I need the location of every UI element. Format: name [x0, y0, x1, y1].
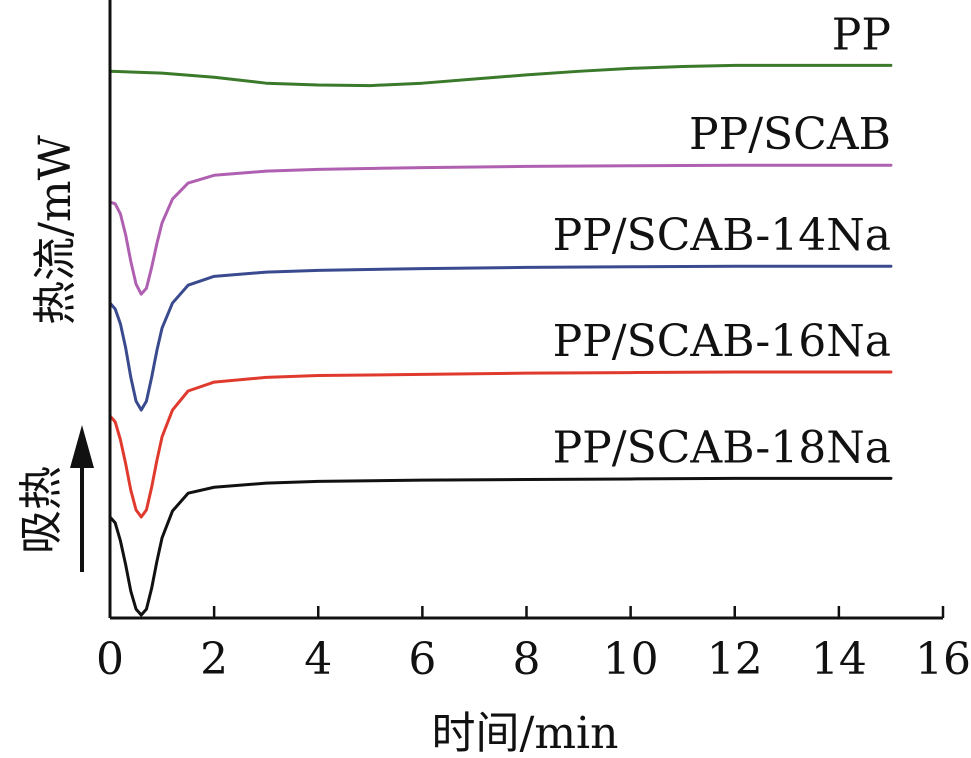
- series-line-4: [108, 476, 893, 617]
- series-line-3: [108, 370, 893, 519]
- x-tick-label: 0: [96, 634, 124, 685]
- x-tick-label: 8: [513, 634, 541, 685]
- series-label-3: PP/SCAB-16Na: [553, 316, 891, 367]
- x-tick-label: 12: [707, 634, 763, 685]
- x-tick-label: 6: [408, 634, 436, 685]
- series-labels: PP PP/SCAB PP/SCAB-14Na PP/SCAB-16Na PP/SCAB…: [553, 9, 891, 473]
- series-line-1: [108, 163, 893, 296]
- axes: 0 2 4 6 8 10 12 14 16: [96, 0, 971, 685]
- x-tick-label: 4: [304, 634, 332, 685]
- x-tick-label: 2: [200, 634, 228, 685]
- series-label-4: PP/SCAB-18Na: [553, 422, 891, 473]
- endotherm-arrow-icon: [70, 425, 94, 572]
- x-tick-label: 14: [811, 634, 867, 685]
- plot-area: [108, 63, 893, 617]
- series-line-0: [108, 63, 893, 88]
- series-label-2: PP/SCAB-14Na: [553, 210, 891, 261]
- x-tick-label: 16: [915, 634, 971, 685]
- x-axis-title: 时间/min: [432, 708, 619, 758]
- y-axis-title: 热流/mW: [30, 134, 81, 325]
- series-label-1: PP/SCAB: [689, 109, 891, 160]
- endotherm-label: 吸热: [16, 466, 67, 554]
- x-tick-label: 10: [603, 634, 659, 685]
- series-label-0: PP: [832, 9, 891, 60]
- series-line-2: [108, 264, 893, 412]
